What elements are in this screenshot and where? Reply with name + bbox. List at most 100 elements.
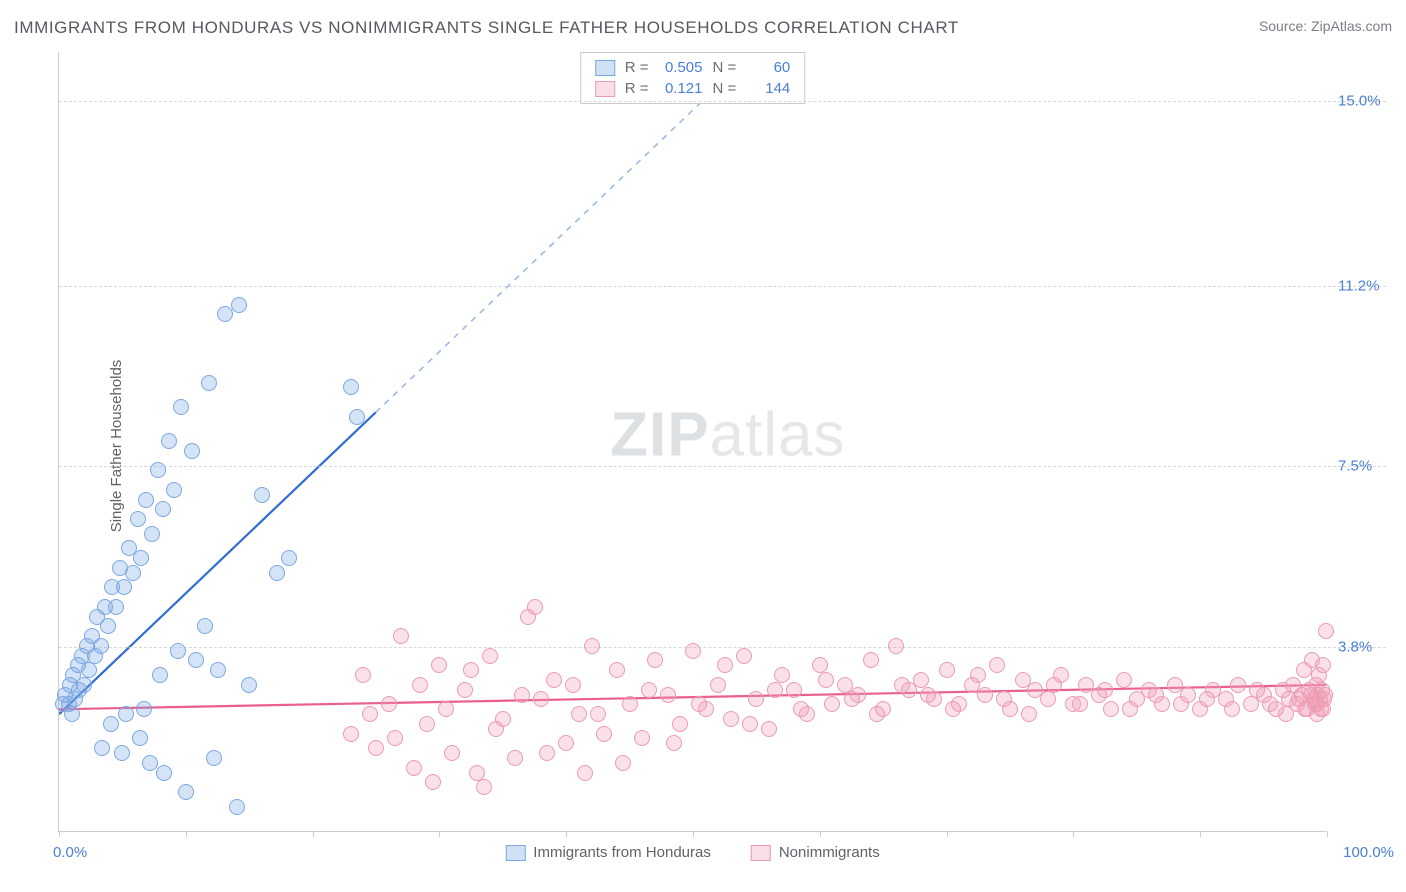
data-point [920, 687, 936, 703]
legend-n-label: N = [713, 80, 737, 97]
data-point [362, 706, 378, 722]
data-point [93, 638, 109, 654]
data-point [197, 618, 213, 634]
data-point [100, 618, 116, 634]
data-point [748, 691, 764, 707]
data-point [824, 696, 840, 712]
data-point [1224, 701, 1240, 717]
data-point [269, 565, 285, 581]
legend-label-pink: Nonimmigrants [779, 844, 880, 861]
data-point [1116, 672, 1132, 688]
data-point [156, 765, 172, 781]
data-point [368, 740, 384, 756]
chart-title: IMMIGRANTS FROM HONDURAS VS NONIMMIGRANT… [14, 18, 959, 38]
data-point [609, 662, 625, 678]
data-point [996, 691, 1012, 707]
data-point [571, 706, 587, 722]
data-point [188, 652, 204, 668]
data-point [584, 638, 600, 654]
data-point [1278, 706, 1294, 722]
data-point [76, 677, 92, 693]
data-point [793, 701, 809, 717]
data-point [977, 687, 993, 703]
data-point [1199, 691, 1215, 707]
data-point [818, 672, 834, 688]
data-point [691, 696, 707, 712]
x-tick [186, 831, 187, 837]
data-point [393, 628, 409, 644]
data-point [844, 691, 860, 707]
source-link[interactable]: ZipAtlas.com [1311, 18, 1392, 34]
legend-label-blue: Immigrants from Honduras [533, 844, 711, 861]
data-point [710, 677, 726, 693]
data-point [970, 667, 986, 683]
y-tick-label: 3.8% [1338, 638, 1398, 655]
legend-swatch-blue [505, 845, 525, 861]
data-point [596, 726, 612, 742]
legend-n-value-pink: 144 [746, 80, 790, 97]
data-point [144, 526, 160, 542]
grid-line [59, 101, 1386, 102]
data-point [558, 735, 574, 751]
data-point [1122, 701, 1138, 717]
data-point [546, 672, 562, 688]
data-point [114, 745, 130, 761]
data-point [173, 399, 189, 415]
data-point [387, 730, 403, 746]
data-point [869, 706, 885, 722]
legend-swatch-pink [751, 845, 771, 861]
data-point [170, 643, 186, 659]
data-point [888, 638, 904, 654]
legend-r-value-pink: 0.121 [659, 80, 703, 97]
data-point [184, 443, 200, 459]
data-point [989, 657, 1005, 673]
data-point [161, 433, 177, 449]
data-point [767, 682, 783, 698]
data-point [136, 701, 152, 717]
data-point [178, 784, 194, 800]
data-point [939, 662, 955, 678]
y-tick-label: 7.5% [1338, 458, 1398, 475]
legend-r-label: R = [625, 80, 649, 97]
data-point [736, 648, 752, 664]
data-point [229, 799, 245, 815]
legend-item-pink: Nonimmigrants [751, 844, 880, 861]
data-point [1315, 657, 1331, 673]
legend-r-label: R = [625, 59, 649, 76]
data-point [150, 462, 166, 478]
legend-n-label: N = [713, 59, 737, 76]
data-point [527, 599, 543, 615]
data-point [425, 774, 441, 790]
x-tick [693, 831, 694, 837]
legend-series: Immigrants from Honduras Nonimmigrants [505, 844, 879, 861]
data-point [507, 750, 523, 766]
data-point [1040, 691, 1056, 707]
watermark: ZIPatlas [610, 399, 845, 470]
legend-swatch-pink [595, 81, 615, 97]
data-point [894, 677, 910, 693]
data-point [476, 779, 492, 795]
data-point [742, 716, 758, 732]
legend-swatch-blue [595, 60, 615, 76]
data-point [660, 687, 676, 703]
plot-area: ZIPatlas R = 0.505 N = 60 R = 0.121 N = … [58, 52, 1326, 832]
data-point [138, 492, 154, 508]
x-tick [1200, 831, 1201, 837]
data-point [1097, 682, 1113, 698]
data-point [108, 599, 124, 615]
watermark-light: atlas [710, 400, 846, 469]
data-point [577, 765, 593, 781]
x-tick [947, 831, 948, 837]
legend-stats-row-pink: R = 0.121 N = 144 [581, 78, 805, 99]
data-point [723, 711, 739, 727]
source-prefix: Source: [1259, 18, 1311, 34]
data-point [412, 677, 428, 693]
data-point [463, 662, 479, 678]
x-tick [59, 831, 60, 837]
data-point [118, 706, 134, 722]
data-point [355, 667, 371, 683]
data-point [539, 745, 555, 761]
data-point [231, 297, 247, 313]
data-point [419, 716, 435, 732]
data-point [945, 701, 961, 717]
